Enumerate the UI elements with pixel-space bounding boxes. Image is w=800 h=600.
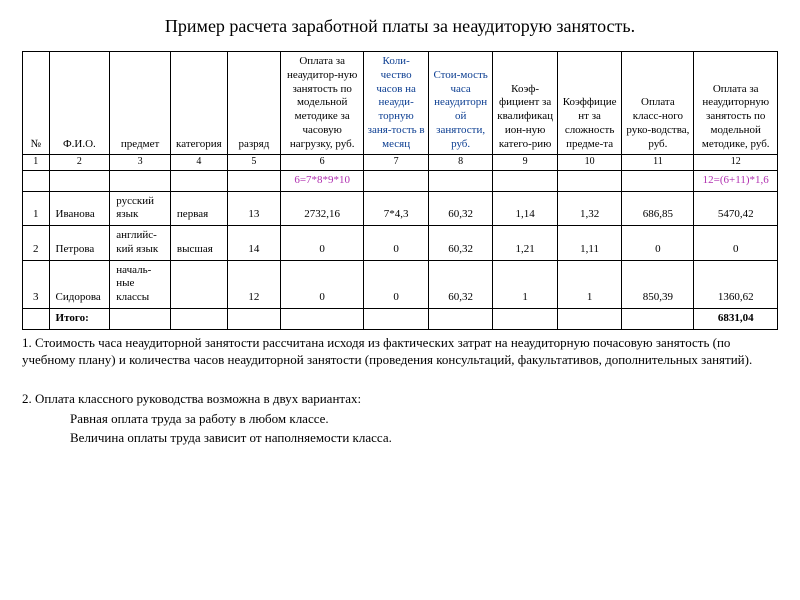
colnum: 10 (557, 155, 621, 171)
col-header-complex-coef: Коэффициент за сложность предме-та (557, 52, 621, 155)
page-title: Пример расчета заработной платы за неауд… (22, 16, 778, 37)
cell-category (170, 260, 227, 308)
formula-row: 6=7*8*9*10 12=(6+11)*1,6 (23, 170, 778, 191)
note-2: 2. Оплата классного руководства возможна… (22, 390, 778, 408)
colnum: 8 (428, 155, 492, 171)
colnum: 12 (694, 155, 778, 171)
col-header-total-pay: Оплата за неаудиторную занятость по моде… (694, 52, 778, 155)
cell-c9: 1 (493, 260, 557, 308)
colnum: 2 (49, 155, 110, 171)
colnum: 4 (170, 155, 227, 171)
cell-rank: 13 (227, 191, 280, 226)
cell-c11: 850,39 (622, 260, 694, 308)
note-1: 1. Стоимость часа неаудиторной занятости… (22, 334, 778, 369)
header-row: № Ф.И.О. предмет категория разряд Оплата… (23, 52, 778, 155)
cell-subject: английс-кий язык (110, 226, 171, 261)
col-header-num: № (23, 52, 50, 155)
table-row: 3 Сидорова началь-ные классы 12 0 0 60,3… (23, 260, 778, 308)
table-row: 2 Петрова английс-кий язык высшая 14 0 0… (23, 226, 778, 261)
cell-n: 1 (23, 191, 50, 226)
colnum: 9 (493, 155, 557, 171)
colnum: 6 (280, 155, 363, 171)
formula-c12: 12=(6+11)*1,6 (694, 170, 778, 191)
colnum: 5 (227, 155, 280, 171)
note-2a: Равная оплата труда за работу в любом кл… (22, 410, 778, 428)
col-header-qual-coef: Коэф-фициент за квалификацион-ную катего… (493, 52, 557, 155)
cell-c7: 0 (364, 226, 428, 261)
cell-c10: 1 (557, 260, 621, 308)
cell-c8: 60,32 (428, 226, 492, 261)
cell-c7: 0 (364, 260, 428, 308)
cell-c11: 686,85 (622, 191, 694, 226)
cell-n: 2 (23, 226, 50, 261)
note-2b: Величина оплаты труда зависит от наполня… (22, 429, 778, 447)
col-header-subject: предмет (110, 52, 171, 155)
cell-c6: 0 (280, 260, 363, 308)
col-header-category: категория (170, 52, 227, 155)
cell-c12: 5470,42 (694, 191, 778, 226)
total-row: Итого: 6831,04 (23, 308, 778, 329)
cell-fio: Сидорова (49, 260, 110, 308)
cell-c9: 1,21 (493, 226, 557, 261)
salary-table: № Ф.И.О. предмет категория разряд Оплата… (22, 51, 778, 330)
cell-c8: 60,32 (428, 260, 492, 308)
cell-c10: 1,32 (557, 191, 621, 226)
cell-n: 3 (23, 260, 50, 308)
colnum: 3 (110, 155, 171, 171)
col-header-rank: разряд (227, 52, 280, 155)
colnum: 11 (622, 155, 694, 171)
cell-subject: началь-ные классы (110, 260, 171, 308)
column-number-row: 1 2 3 4 5 6 7 8 9 10 11 12 (23, 155, 778, 171)
col-header-fio: Ф.И.О. (49, 52, 110, 155)
colnum: 7 (364, 155, 428, 171)
col-header-hours: Коли-чество часов на неауди-торную заня-… (364, 52, 428, 155)
col-header-hour-cost: Стои-мость часа неаудиторной занятости, … (428, 52, 492, 155)
total-label: Итого: (49, 308, 110, 329)
cell-category: первая (170, 191, 227, 226)
cell-c11: 0 (622, 226, 694, 261)
cell-c12: 1360,62 (694, 260, 778, 308)
col-header-hourly-pay: Оплата за неаудитор-ную занятость по мод… (280, 52, 363, 155)
cell-c10: 1,11 (557, 226, 621, 261)
cell-c6: 2732,16 (280, 191, 363, 226)
cell-fio: Иванова (49, 191, 110, 226)
cell-c12: 0 (694, 226, 778, 261)
cell-subject: русский язык (110, 191, 171, 226)
total-value: 6831,04 (694, 308, 778, 329)
cell-category: высшая (170, 226, 227, 261)
table-row: 1 Иванова русский язык первая 13 2732,16… (23, 191, 778, 226)
cell-fio: Петрова (49, 226, 110, 261)
colnum: 1 (23, 155, 50, 171)
cell-rank: 12 (227, 260, 280, 308)
cell-c8: 60,32 (428, 191, 492, 226)
notes-block: 1. Стоимость часа неаудиторной занятости… (22, 334, 778, 447)
col-header-class-lead: Оплата класс-ного руко-водства, руб. (622, 52, 694, 155)
formula-c6: 6=7*8*9*10 (280, 170, 363, 191)
cell-c9: 1,14 (493, 191, 557, 226)
cell-c7: 7*4,3 (364, 191, 428, 226)
cell-rank: 14 (227, 226, 280, 261)
cell-c6: 0 (280, 226, 363, 261)
